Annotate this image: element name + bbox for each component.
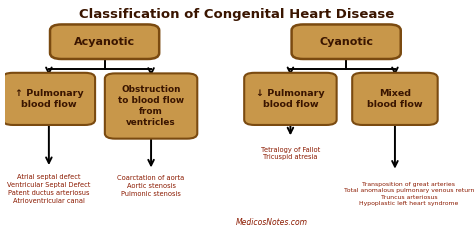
FancyBboxPatch shape bbox=[244, 73, 337, 125]
Text: Classification of Congenital Heart Disease: Classification of Congenital Heart Disea… bbox=[79, 9, 395, 21]
Text: ↑ Pulmonary
blood flow: ↑ Pulmonary blood flow bbox=[15, 89, 83, 109]
FancyBboxPatch shape bbox=[105, 73, 197, 139]
Text: Obstruction
to blood flow
from
ventricles: Obstruction to blood flow from ventricle… bbox=[118, 85, 184, 127]
Text: Mixed
blood flow: Mixed blood flow bbox=[367, 89, 423, 109]
Text: Tetralogy of Fallot
Tricuspid atresia: Tetralogy of Fallot Tricuspid atresia bbox=[261, 147, 320, 160]
Text: Cyanotic: Cyanotic bbox=[319, 37, 373, 47]
Text: Atrial septal defect
Ventricular Septal Defect
Patent ductus arteriosus
Atrioven: Atrial septal defect Ventricular Septal … bbox=[7, 174, 91, 204]
FancyBboxPatch shape bbox=[352, 73, 438, 125]
FancyBboxPatch shape bbox=[292, 25, 401, 59]
Text: Transposition of great arteries
Total anomalous pulmonary venous return
Truncus : Transposition of great arteries Total an… bbox=[344, 182, 474, 206]
Text: ↓ Pulmonary
blood flow: ↓ Pulmonary blood flow bbox=[256, 89, 325, 109]
Text: MedicosNotes.com: MedicosNotes.com bbox=[236, 218, 308, 227]
FancyBboxPatch shape bbox=[3, 73, 95, 125]
Text: Coarctation of aorta
Aortic stenosis
Pulmonic stenosis: Coarctation of aorta Aortic stenosis Pul… bbox=[118, 175, 185, 197]
Text: Acyanotic: Acyanotic bbox=[74, 37, 135, 47]
FancyBboxPatch shape bbox=[50, 25, 159, 59]
